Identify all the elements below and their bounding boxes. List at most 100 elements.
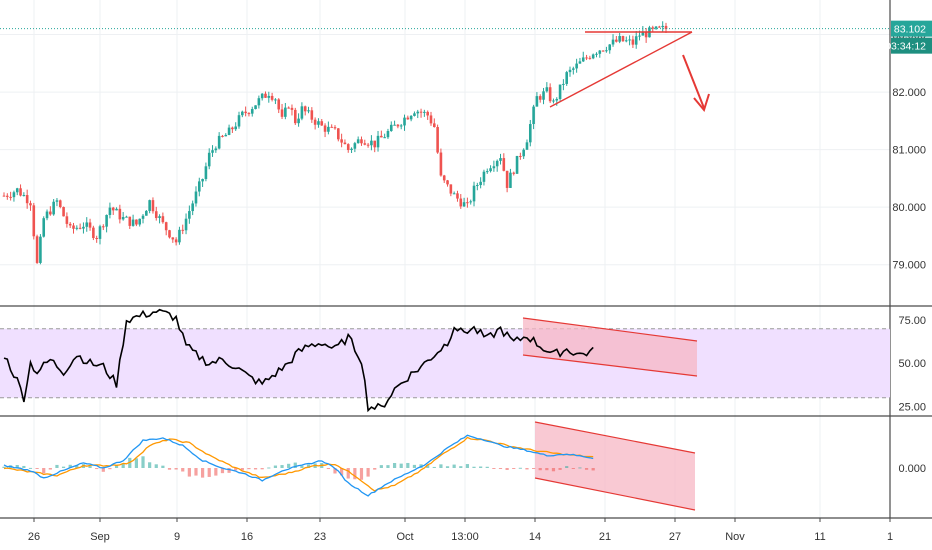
candle-body bbox=[581, 57, 585, 62]
candle bbox=[280, 103, 284, 120]
macd-histogram-bar bbox=[300, 465, 304, 468]
candle bbox=[72, 222, 75, 234]
candle bbox=[628, 35, 631, 46]
candle-body bbox=[300, 106, 304, 119]
macd-histogram-bar bbox=[55, 464, 59, 468]
candle-body bbox=[528, 124, 532, 143]
candle-body bbox=[433, 123, 436, 128]
candle bbox=[270, 92, 274, 102]
candle-body bbox=[135, 219, 138, 225]
candle bbox=[459, 194, 463, 209]
candle bbox=[164, 221, 168, 236]
macd-histogram-bar bbox=[161, 465, 165, 468]
candle bbox=[297, 113, 300, 127]
candle bbox=[383, 133, 386, 139]
candle-body bbox=[330, 126, 333, 128]
candle-body bbox=[65, 216, 69, 224]
macd-histogram-bar bbox=[558, 468, 562, 470]
candle-body bbox=[615, 39, 618, 42]
candle-body bbox=[108, 207, 112, 215]
candle-body bbox=[82, 226, 85, 229]
candle-body bbox=[389, 124, 393, 132]
candle-body bbox=[15, 188, 19, 193]
candle bbox=[237, 111, 241, 129]
candle-body bbox=[237, 115, 241, 127]
macd-histogram-bar bbox=[42, 468, 46, 474]
candle bbox=[373, 140, 377, 153]
candle-body bbox=[264, 93, 267, 98]
rsi-channel-top bbox=[522, 317, 698, 342]
candle-body bbox=[35, 236, 39, 263]
candle bbox=[376, 130, 380, 152]
candle-body bbox=[476, 185, 479, 187]
candle-body bbox=[515, 155, 519, 174]
candle bbox=[442, 174, 446, 183]
candle bbox=[327, 121, 330, 135]
candle bbox=[598, 49, 602, 58]
time-tick-label: 27 bbox=[669, 531, 681, 543]
candle bbox=[320, 118, 324, 126]
macd-histogram-bar bbox=[426, 464, 430, 468]
candle bbox=[370, 135, 373, 151]
candle bbox=[102, 224, 105, 231]
candle-body bbox=[178, 229, 181, 243]
macd-histogram-bar bbox=[498, 468, 503, 469]
macd-histogram-bar bbox=[584, 468, 589, 470]
candle-body bbox=[376, 135, 380, 148]
candle-body bbox=[337, 128, 340, 140]
macd-histogram-bar bbox=[485, 466, 489, 468]
candle bbox=[605, 46, 608, 53]
candle bbox=[178, 226, 181, 245]
candle bbox=[452, 191, 456, 195]
candle-body bbox=[482, 171, 486, 182]
candle bbox=[575, 58, 578, 73]
candle-body bbox=[250, 109, 254, 114]
candle bbox=[310, 107, 314, 123]
candle bbox=[121, 212, 125, 221]
candle bbox=[419, 108, 423, 118]
candle bbox=[184, 213, 188, 235]
time-tick-label: 11 bbox=[814, 531, 825, 543]
candle bbox=[138, 218, 142, 227]
candle-body bbox=[161, 216, 165, 223]
candle bbox=[22, 192, 26, 197]
macd-histogram-bar bbox=[465, 464, 469, 468]
price-tick-label: 80.000 bbox=[892, 202, 926, 214]
candle-body bbox=[591, 54, 595, 59]
macd-histogram-bar bbox=[353, 468, 357, 480]
time-tick-label: 14 bbox=[529, 531, 541, 543]
candle bbox=[303, 105, 307, 116]
candle bbox=[399, 123, 403, 130]
candle-body bbox=[227, 127, 231, 135]
candle-body bbox=[624, 40, 628, 42]
candle-body bbox=[274, 99, 277, 101]
candle-body bbox=[217, 135, 221, 149]
candle bbox=[290, 104, 294, 116]
macd-tick-label: 0.000 bbox=[898, 463, 926, 475]
candle bbox=[532, 104, 535, 130]
candle bbox=[300, 102, 304, 121]
candle-body bbox=[9, 196, 12, 198]
macd-histogram-bar bbox=[154, 464, 158, 468]
candle bbox=[499, 153, 502, 165]
candle bbox=[32, 202, 36, 240]
candle bbox=[145, 209, 148, 216]
candle-body bbox=[92, 227, 95, 238]
down-arrow-shaft bbox=[682, 54, 705, 109]
candle-body bbox=[466, 202, 469, 204]
macd-histogram-bar bbox=[234, 468, 238, 471]
macd-histogram-bar bbox=[181, 468, 185, 472]
countdown-tag bbox=[891, 37, 932, 54]
rsi-channel-bottom bbox=[522, 354, 698, 377]
time-tick-label: 1 bbox=[887, 531, 893, 543]
candle-body bbox=[346, 144, 350, 151]
candle-body bbox=[502, 158, 506, 171]
candle-body bbox=[327, 126, 330, 132]
macd-histogram-bar bbox=[565, 466, 569, 468]
candle-body bbox=[383, 137, 386, 139]
candle-body bbox=[241, 111, 244, 116]
candle bbox=[525, 139, 529, 150]
macd-histogram-bar bbox=[260, 468, 264, 470]
candle-body bbox=[588, 57, 592, 59]
